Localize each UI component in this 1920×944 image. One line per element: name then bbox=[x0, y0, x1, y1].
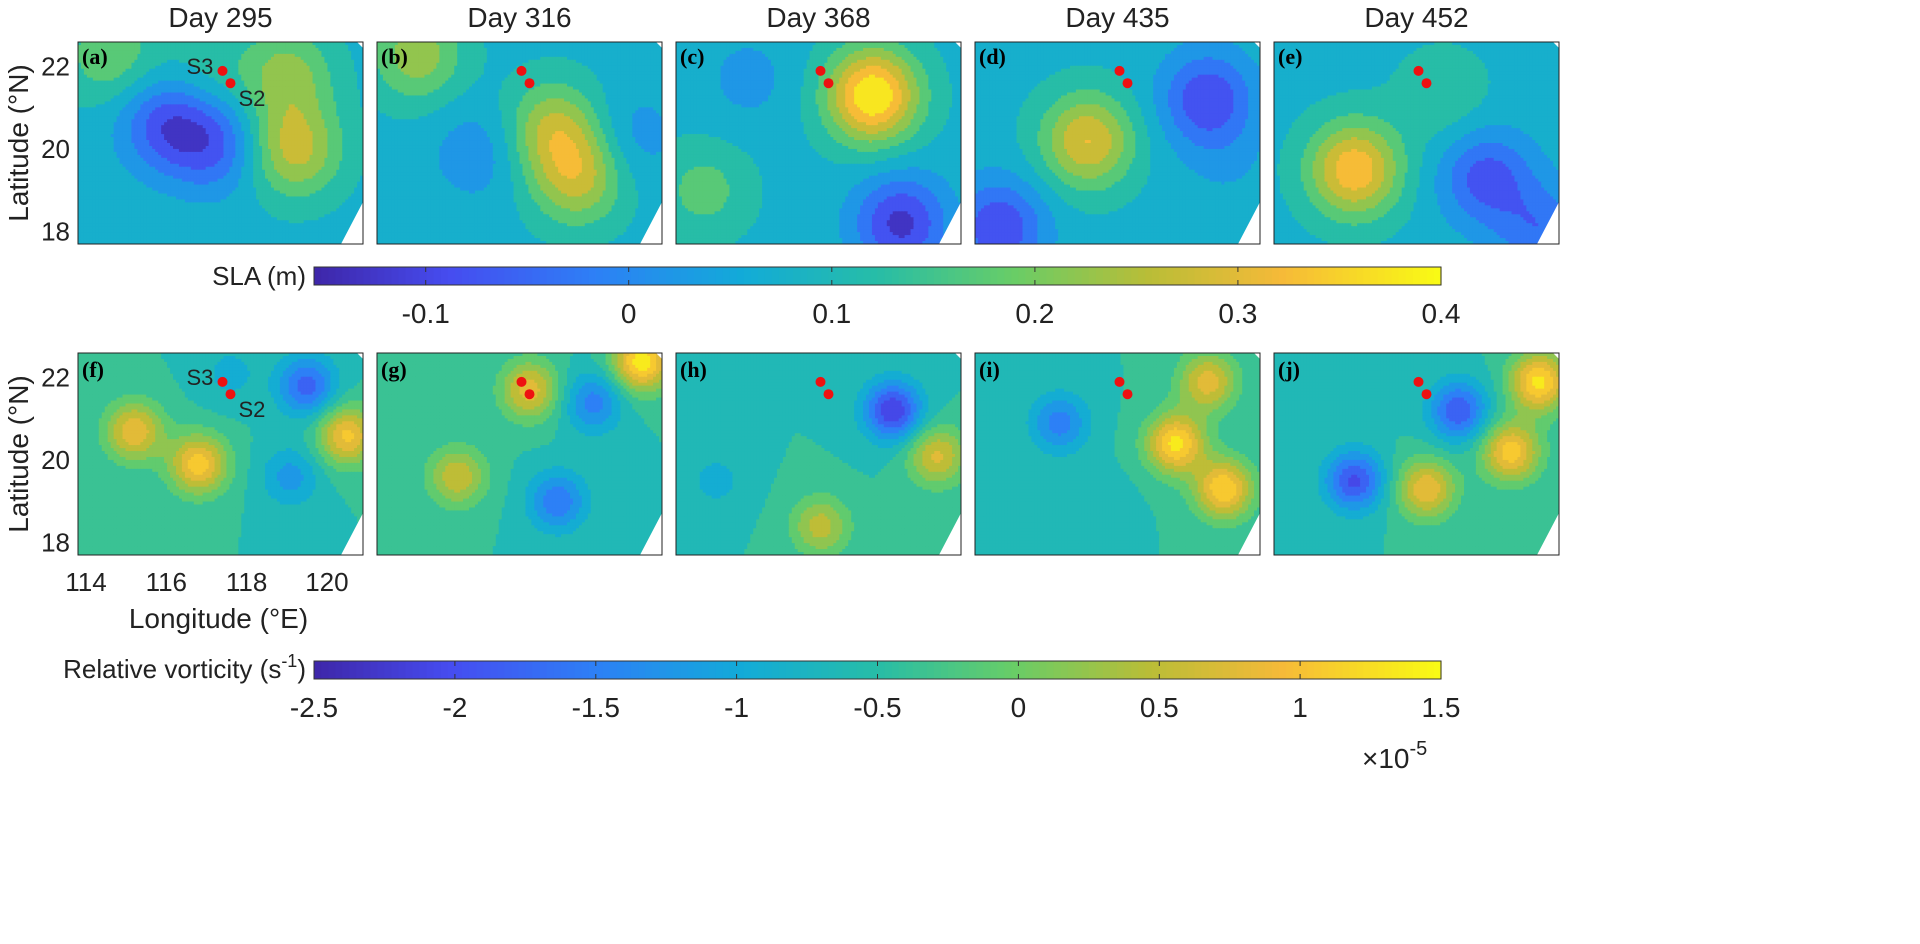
panel-label: (i) bbox=[979, 357, 1000, 382]
station-marker-s2 bbox=[1422, 389, 1432, 399]
panel-title: Day 435 bbox=[1065, 2, 1169, 33]
panel-title: Day 295 bbox=[168, 2, 272, 33]
x-tick-label: 118 bbox=[226, 567, 267, 597]
sla-panel-e: (e) bbox=[1274, 42, 1560, 245]
y-tick-label: 18 bbox=[41, 528, 70, 558]
y-tick-label: 20 bbox=[41, 445, 70, 475]
station-marker-s2 bbox=[226, 78, 236, 88]
colorbar-tick-label: 1.5 bbox=[1422, 692, 1461, 723]
station-marker-s2 bbox=[824, 389, 834, 399]
station-marker-s3 bbox=[517, 377, 527, 387]
station-marker-s3 bbox=[1115, 377, 1125, 387]
station-marker-s3 bbox=[1414, 66, 1424, 76]
colorbar-tick-label: 0.5 bbox=[1140, 692, 1179, 723]
panel-label: (a) bbox=[82, 44, 108, 69]
station-marker-s3 bbox=[1115, 66, 1125, 76]
colorbar-tick-label: 0.4 bbox=[1422, 298, 1461, 329]
panel-label: (j) bbox=[1278, 357, 1300, 382]
y-axis-label: Latitude (°N) bbox=[3, 64, 34, 222]
station-label-s3: S3 bbox=[187, 365, 214, 390]
sla-panel-d: (d) bbox=[975, 42, 1261, 245]
vorticity-panel-g: (g) bbox=[377, 353, 663, 556]
y-axis-label: Latitude (°N) bbox=[3, 375, 34, 533]
sla-colorbar: -0.1 0 0.1 0.2 0.3 0.4 SLA (m) bbox=[212, 261, 1460, 329]
colorbar-tick-label: -1.5 bbox=[572, 692, 620, 723]
y-tick-label: 22 bbox=[41, 363, 70, 393]
vorticity-colorbar: -2.5 -2 -1.5 -1 -0.5 0 0.5 1 1.5 Relative vortici… bbox=[63, 651, 1460, 774]
station-marker-s2 bbox=[226, 389, 236, 399]
station-marker-s2 bbox=[525, 389, 535, 399]
station-marker-s3 bbox=[816, 377, 826, 387]
colorbar-tick-label: 0.3 bbox=[1218, 298, 1257, 329]
panel-label: (f) bbox=[82, 357, 104, 382]
panel-label: (b) bbox=[381, 44, 408, 69]
station-marker-s2 bbox=[1123, 78, 1133, 88]
panel-title: Day 316 bbox=[467, 2, 571, 33]
sla-panel-b: (b) bbox=[377, 42, 663, 245]
station-marker-s3 bbox=[1414, 377, 1424, 387]
vorticity-panel-j: (j) bbox=[1274, 353, 1560, 556]
station-marker-s2 bbox=[1422, 78, 1432, 88]
station-label-s3: S3 bbox=[187, 54, 214, 79]
station-marker-s2 bbox=[1123, 389, 1133, 399]
vorticity-colorbar-label: Relative vorticity (s-1) bbox=[63, 651, 306, 684]
colorbar-tick-label: 1 bbox=[1292, 692, 1308, 723]
station-marker-s3 bbox=[816, 66, 826, 76]
x-tick-label: 120 bbox=[305, 567, 348, 597]
y-tick-label: 18 bbox=[41, 217, 70, 247]
vorticity-panel-h: (h) bbox=[676, 353, 962, 556]
y-tick-label: 22 bbox=[41, 52, 70, 82]
station-marker-s2 bbox=[525, 78, 535, 88]
sla-panel-c: (c) bbox=[676, 42, 962, 245]
x-tick-label: 116 bbox=[146, 567, 187, 597]
x-tick-label: 114 bbox=[65, 567, 106, 597]
station-marker-s3 bbox=[517, 66, 527, 76]
station-label-s2: S2 bbox=[239, 86, 266, 111]
vorticity-panel-i: (i) bbox=[975, 353, 1261, 556]
colorbar-tick-label: -2 bbox=[442, 692, 467, 723]
sla-panel-a: (a) S3 S2 bbox=[78, 42, 364, 245]
colorbar-tick-label: -0.1 bbox=[402, 298, 450, 329]
station-marker-s3 bbox=[218, 377, 228, 387]
vorticity-panel-f: (f) S3 S2 bbox=[78, 353, 364, 556]
colorbar-tick-label: -1 bbox=[724, 692, 749, 723]
sla-colorbar-label: SLA (m) bbox=[212, 261, 306, 291]
colorbar-tick-label: -2.5 bbox=[290, 692, 338, 723]
station-marker-s3 bbox=[218, 66, 228, 76]
panel-label: (d) bbox=[979, 44, 1006, 69]
panel-title: Day 452 bbox=[1364, 2, 1468, 33]
colorbar-tick-label: -0.5 bbox=[853, 692, 901, 723]
colorbar-tick-label: 0.2 bbox=[1015, 298, 1054, 329]
y-tick-label: 20 bbox=[41, 134, 70, 164]
colorbar-tick-label: 0 bbox=[621, 298, 637, 329]
station-label-s2: S2 bbox=[239, 397, 266, 422]
station-marker-s2 bbox=[824, 78, 834, 88]
panel-label: (e) bbox=[1278, 44, 1302, 69]
panel-title: Day 368 bbox=[766, 2, 870, 33]
panel-label: (c) bbox=[680, 44, 704, 69]
colorbar-tick-label: 0 bbox=[1011, 692, 1027, 723]
panel-label: (g) bbox=[381, 357, 407, 382]
x-axis-label: Longitude (°E) bbox=[129, 603, 308, 634]
panel-label: (h) bbox=[680, 357, 707, 382]
colorbar-tick-label: 0.1 bbox=[812, 298, 851, 329]
colorbar-multiplier: ×10-5 bbox=[1362, 738, 1427, 774]
